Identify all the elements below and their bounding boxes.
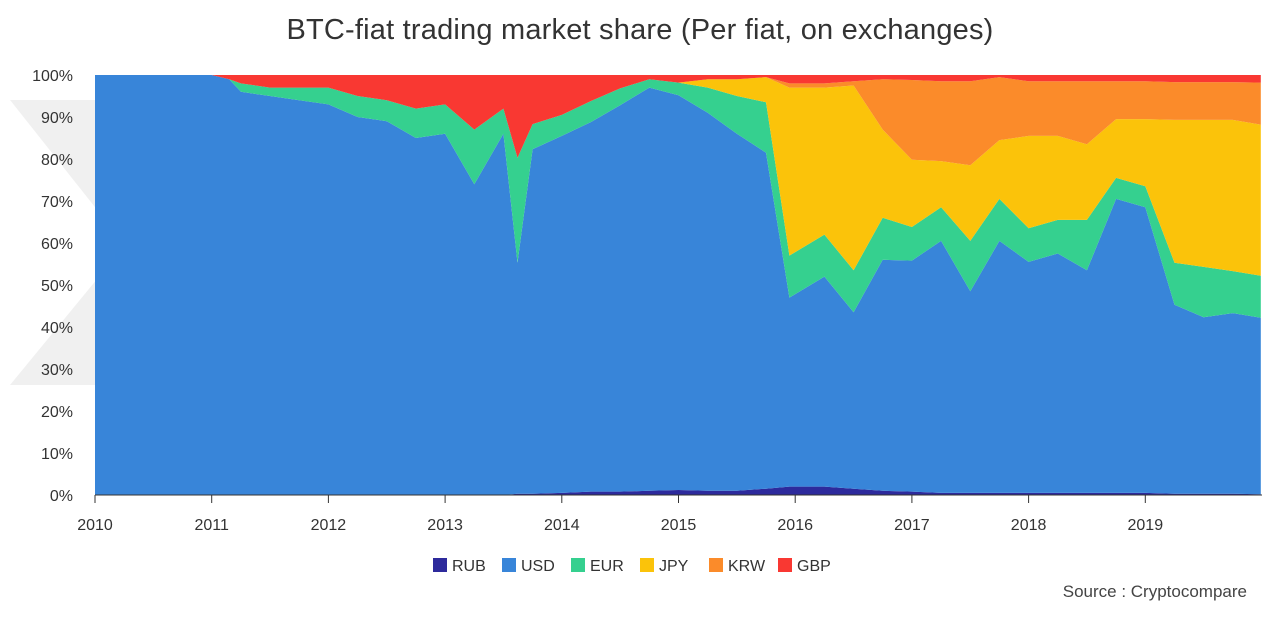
x-tick-label: 2014 [544,517,580,534]
x-tick-label: 2017 [894,517,930,534]
y-tick-label: 60% [41,236,73,253]
x-tick-label: 2012 [311,517,347,534]
legend-item-krw[interactable]: KRW [709,558,766,575]
x-tick-label: 2010 [77,517,113,534]
legend-item-usd[interactable]: USD [502,558,555,575]
y-tick-label: 70% [41,194,73,211]
x-tick-label: 2018 [1011,517,1047,534]
y-tick-label: 40% [41,320,73,337]
legend-label: USD [521,558,555,575]
y-axis: 0% 10% 20% 30% 40% 50% 60% 70% 80% 90% 100% [32,68,73,505]
legend-item-jpy[interactable]: JPY [640,558,689,575]
legend-swatch [433,558,447,572]
legend-swatch [640,558,654,572]
legend-label: RUB [452,558,486,575]
legend-item-rub[interactable]: RUB [433,558,486,575]
legend-label: EUR [590,558,624,575]
x-tick-label: 2011 [194,517,229,534]
x-tick-label: 2013 [427,517,463,534]
y-tick-label: 30% [41,362,73,379]
x-tick-label: 2016 [777,517,813,534]
y-tick-label: 80% [41,152,73,169]
y-tick-label: 0% [50,488,73,505]
legend: RUB USD EUR JPY KRW GBP [433,558,831,575]
area-layers [95,75,1261,495]
legend-item-gbp[interactable]: GBP [778,558,831,575]
y-tick-label: 50% [41,278,73,295]
x-tick-label: 2019 [1128,517,1164,534]
area-series-gbp [95,75,1261,158]
x-tick-label: 2015 [661,517,697,534]
chart-title: BTC-fiat trading market share (Per fiat,… [286,14,994,46]
legend-swatch [502,558,516,572]
y-tick-label: 90% [41,110,73,127]
source-note: Source : Cryptocompare [1062,582,1247,601]
legend-label: GBP [797,558,831,575]
y-tick-label: 20% [41,404,73,421]
area-series-krw [95,75,1261,166]
legend-swatch [709,558,723,572]
area-series-usd [95,75,1261,495]
x-axis: 2010 2011 2012 2013 2014 2015 2016 2017 2018 2019 [77,494,1262,534]
legend-swatch [571,558,585,572]
y-tick-label: 10% [41,446,73,463]
area-series-eur [95,75,1261,318]
legend-swatch [778,558,792,572]
y-tick-label: 100% [32,68,73,85]
legend-label: KRW [728,558,766,575]
area-series-jpy [95,75,1261,276]
legend-label: JPY [659,558,689,575]
legend-item-eur[interactable]: EUR [571,558,624,575]
